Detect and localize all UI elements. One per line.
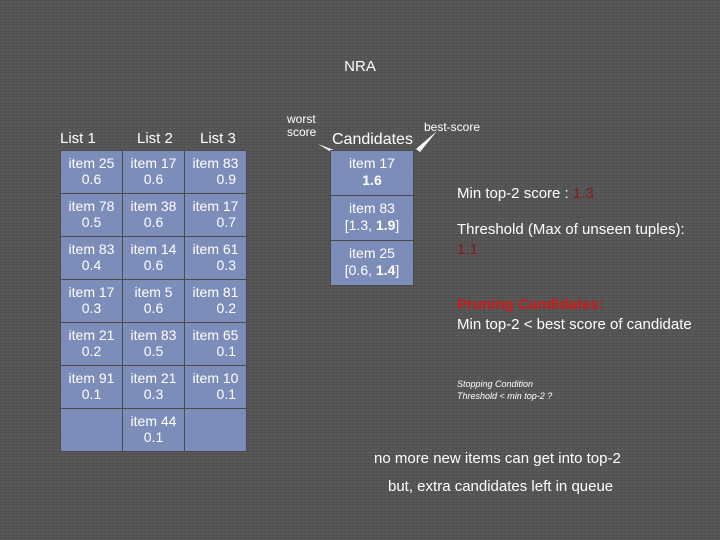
list-score: 0.4 (81, 257, 102, 273)
list-score: 0.6 (143, 257, 164, 273)
candidates-header: Candidates (332, 131, 413, 148)
candidate-item: item 25 (349, 245, 395, 261)
list-item: item 83 (192, 155, 239, 171)
list-cell: item 44 0.1 (122, 408, 185, 452)
candidates-table: item 17 1.6 item 83 [1.3, 1.9] item 25 [… (330, 150, 414, 286)
list-item: item 91 (68, 370, 115, 386)
list-score: 0.5 (143, 343, 164, 359)
list-score: 0.3 (216, 257, 236, 273)
list-row: item 25 0.6 item 17 0.6 item 83 0.9 (60, 150, 247, 194)
list-item: item 10 (192, 370, 239, 386)
list-cell: item 91 0.1 (60, 365, 123, 409)
list-cell: item 61 0.3 (184, 236, 247, 280)
list-cell: item 83 0.9 (184, 150, 247, 194)
list-item: item 21 (68, 327, 115, 343)
list-row: item 78 0.5 item 38 0.6 item 17 0.7 (60, 193, 247, 237)
list-cell: item 78 0.5 (60, 193, 123, 237)
list-1-header: List 1 (60, 130, 96, 147)
candidate-item: item 17 (349, 155, 395, 171)
list-score: 0.6 (81, 171, 102, 187)
list-item: item 25 (68, 155, 115, 171)
list-cell: item 14 0.6 (122, 236, 185, 280)
list-score: 0.6 (143, 171, 164, 187)
stopping-condition: Stopping Condition Threshold < min top-2… (457, 378, 552, 402)
list-cell: item 17 0.7 (184, 193, 247, 237)
pruning-text: Min top-2 < best score of candidate (457, 316, 692, 333)
candidate-row: item 83 [1.3, 1.9] (330, 195, 414, 241)
worst-score-label: worst score (287, 112, 317, 139)
list-row: item 21 0.2 item 83 0.5 item 65 0.1 (60, 322, 247, 366)
candidate-range-open: [0.6, (344, 262, 376, 278)
candidate-score: 1.6 (362, 172, 382, 188)
candidate-range-open: [1.3, (344, 217, 376, 233)
min-top2-label: Min top-2 score : (457, 185, 573, 202)
list-score: 0.5 (81, 214, 102, 230)
list-item: item 61 (192, 241, 239, 257)
list-score: 0.3 (143, 386, 164, 402)
candidate-row: item 25 [0.6, 1.4] (330, 240, 414, 286)
list-score: 0.6 (143, 300, 164, 316)
best-score-label: best-score (424, 120, 481, 134)
list-item: item 65 (192, 327, 239, 343)
list-score: 0.2 (216, 300, 236, 316)
list-score: 0.9 (216, 171, 236, 187)
list-2-header: List 2 (137, 130, 173, 147)
threshold-value: 1.1 (457, 241, 478, 258)
candidate-best-score: 1.4 (375, 262, 396, 278)
list-3-header: List 3 (200, 130, 236, 147)
list-score: 0.3 (81, 300, 102, 316)
list-cell: item 65 0.1 (184, 322, 247, 366)
list-item: item 5 (134, 284, 173, 300)
list-cell: item 81 0.2 (184, 279, 247, 323)
list-item: item 17 (68, 284, 115, 300)
stopping-title: Stopping Condition (457, 379, 534, 389)
min-top2-score: Min top-2 score : 1.3 (457, 184, 594, 204)
list-cell: item 38 0.6 (122, 193, 185, 237)
list-cell: item 5 0.6 (122, 279, 185, 323)
pruning-rule: Pruning Candidates: Min top-2 < best sco… (457, 295, 707, 335)
threshold-label: Threshold (Max of unseen tuples): (457, 221, 685, 238)
list-item: item 81 (192, 284, 239, 300)
threshold: Threshold (Max of unseen tuples): 1.1 (457, 220, 697, 260)
candidate-best-score: 1.9 (375, 217, 396, 233)
list-cell (184, 408, 247, 452)
list-item: item 17 (130, 155, 177, 171)
list-item: item 83 (130, 327, 177, 343)
conclusion-line-1: no more new items can get into top-2 (374, 450, 621, 467)
list-score: 0.1 (216, 343, 236, 359)
list-item: item 21 (130, 370, 177, 386)
list-cell: item 17 0.3 (60, 279, 123, 323)
list-cell: item 17 0.6 (122, 150, 185, 194)
list-item: item 44 (130, 413, 177, 429)
candidate-range-close: ] (395, 217, 400, 233)
pruning-title: Pruning Candidates: (457, 296, 604, 313)
slide-title: NRA (344, 58, 376, 75)
list-item: item 78 (68, 198, 115, 214)
list-cell: item 10 0.1 (184, 365, 247, 409)
candidate-item: item 83 (349, 200, 395, 216)
list-score: 0.2 (81, 343, 102, 359)
list-score: 0.1 (81, 386, 102, 402)
list-item: item 38 (130, 198, 177, 214)
list-row: item 91 0.1 item 21 0.3 item 10 0.1 (60, 365, 247, 409)
sorted-lists-table: item 25 0.6 item 17 0.6 item 83 0.9 item 78 0.5… (60, 150, 247, 452)
list-score: 0.6 (143, 214, 164, 230)
conclusion-line-2: but, extra candidates left in queue (388, 478, 614, 495)
list-score: 0.7 (216, 214, 236, 230)
best-score-arrow (416, 131, 437, 152)
list-cell: item 83 0.5 (122, 322, 185, 366)
min-top2-value: 1.3 (572, 185, 594, 202)
list-score: 0.1 (143, 429, 164, 445)
stopping-text: Threshold < min top-2 ? (457, 391, 553, 401)
candidate-row: item 17 1.6 (330, 150, 414, 196)
list-row: item 17 0.3 item 5 0.6 item 81 0.2 (60, 279, 247, 323)
list-item: item 83 (68, 241, 115, 257)
candidate-range-close: ] (395, 262, 400, 278)
list-item: item 17 (192, 198, 239, 214)
list-cell: item 21 0.3 (122, 365, 185, 409)
list-score: 0.1 (216, 386, 236, 402)
list-row: item 44 0.1 (60, 408, 247, 452)
list-cell (60, 408, 123, 452)
list-item: item 14 (130, 241, 177, 257)
